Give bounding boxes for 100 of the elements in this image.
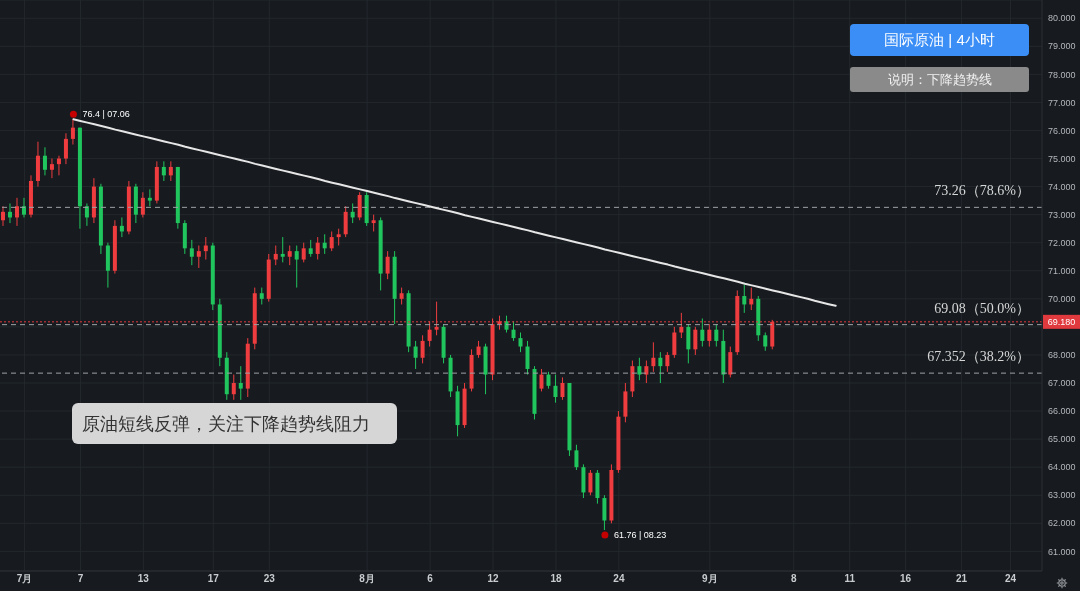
x-tick-label: 21 (956, 573, 968, 585)
candlestick (231, 374, 236, 401)
x-tick-label: 13 (137, 573, 150, 585)
candlestick (357, 191, 362, 221)
ref-line-label: 69.08（50.0%） (934, 300, 1030, 316)
candlestick (343, 205, 348, 238)
x-tick-label: 8月 (359, 573, 375, 585)
candlestick (658, 351, 663, 384)
ref-line-label: 69.180 (1047, 317, 1076, 328)
x-tick-label: 24 (613, 573, 625, 585)
candlestick (322, 233, 327, 255)
candlestick (602, 494, 607, 531)
candlestick (420, 334, 425, 364)
candlestick (665, 351, 670, 373)
x-tick-label: 6 (427, 573, 434, 585)
candlestick (189, 239, 194, 266)
x-tick-label: 18 (550, 573, 562, 585)
candlestick (742, 284, 747, 314)
candlestick (84, 202, 89, 227)
candlestick (168, 160, 173, 182)
candlestick (588, 469, 593, 496)
ref-line-label: 73.26（78.6%） (934, 183, 1030, 199)
candlestick (672, 326, 677, 359)
candlestick (693, 326, 698, 356)
candlestick (203, 236, 208, 261)
candlestick (700, 317, 705, 348)
y-tick-label: 71.000 (1048, 265, 1076, 276)
y-tick-label: 68.000 (1048, 350, 1076, 361)
y-tick-label: 74.000 (1048, 181, 1076, 192)
candlestick (301, 242, 306, 263)
y-tick-label: 65.000 (1048, 434, 1076, 445)
candlestick (714, 323, 719, 348)
x-tick-label: 12 (487, 573, 500, 585)
candlestick (21, 197, 26, 218)
x-tick-label: 9月 (702, 573, 718, 585)
candlestick (49, 158, 54, 179)
candlestick (763, 332, 768, 352)
candlestick (161, 160, 166, 182)
candlestick (749, 287, 754, 311)
x-tick-label: 11 (844, 573, 856, 585)
y-tick-label: 61.000 (1048, 546, 1076, 557)
annotation: 76.4 | 07.06 (82, 109, 130, 120)
text: 说明：下降趋势线 (887, 70, 992, 89)
candlestick (644, 360, 649, 384)
candlestick (56, 155, 61, 176)
candlestick (14, 197, 19, 227)
y-tick-label: 62.000 (1048, 518, 1076, 529)
candlestick (147, 188, 152, 207)
candlestick (553, 374, 558, 404)
x-tick-label: 17 (207, 573, 220, 585)
candlestick (280, 236, 285, 263)
candlestick (287, 245, 292, 266)
candlestick (196, 245, 201, 269)
candlestick (42, 146, 47, 176)
x-tick-label: 7月 (16, 573, 33, 585)
annotation: 61.76 | 08.23 (613, 530, 667, 541)
y-tick-label: 77.000 (1048, 97, 1076, 108)
candlestick (63, 132, 68, 165)
candlestick (434, 301, 439, 336)
y-tick-label: 73.000 (1048, 209, 1076, 220)
x-tick-label: 23 (263, 573, 276, 585)
candlestick (1, 205, 5, 227)
candlestick (707, 323, 712, 348)
candlestick (728, 346, 733, 378)
candlestick (679, 312, 684, 339)
y-tick-label: 72.000 (1048, 237, 1076, 248)
y-tick-label: 75.000 (1048, 153, 1076, 164)
candlestick (525, 340, 530, 376)
y-tick-label: 64.000 (1048, 462, 1076, 473)
y-tick-label: 67.000 (1048, 378, 1076, 389)
y-tick-label: 80.000 (1048, 13, 1076, 24)
candlestick (637, 357, 642, 381)
candlestick (70, 118, 75, 145)
candlestick (385, 250, 390, 280)
candlestick (518, 332, 523, 353)
candlestick (511, 320, 516, 342)
y-tick-label: 78.000 (1048, 69, 1076, 80)
x-tick-label: 7 (77, 573, 84, 585)
candlestick (7, 202, 12, 224)
y-tick-label: 79.000 (1048, 41, 1076, 52)
candlestick (574, 444, 579, 471)
ref-line-label: 67.352（38.2%） (927, 349, 1030, 365)
x-tick-label: 24 (1004, 573, 1017, 585)
candlestick (273, 245, 278, 266)
candlestick (427, 320, 432, 348)
candlestick (315, 236, 320, 261)
x-tick-label: 16 (900, 573, 912, 585)
y-tick-label: 70.000 (1048, 294, 1076, 305)
candlestick (119, 216, 124, 238)
candlestick (329, 230, 334, 252)
annotation: 原油短线反弹，关注下降趋势线阻力 (82, 412, 370, 436)
candlestick (560, 376, 565, 401)
y-tick-label: 63.000 (1048, 490, 1076, 501)
x-tick-label: 8 (790, 573, 797, 585)
candlestick (238, 365, 243, 401)
candlestick (350, 202, 355, 224)
candlestick (413, 340, 418, 370)
candlestick (651, 341, 656, 373)
y-tick-label: 76.000 (1048, 125, 1076, 136)
text: 国际原油 | 4小时 (884, 30, 995, 50)
